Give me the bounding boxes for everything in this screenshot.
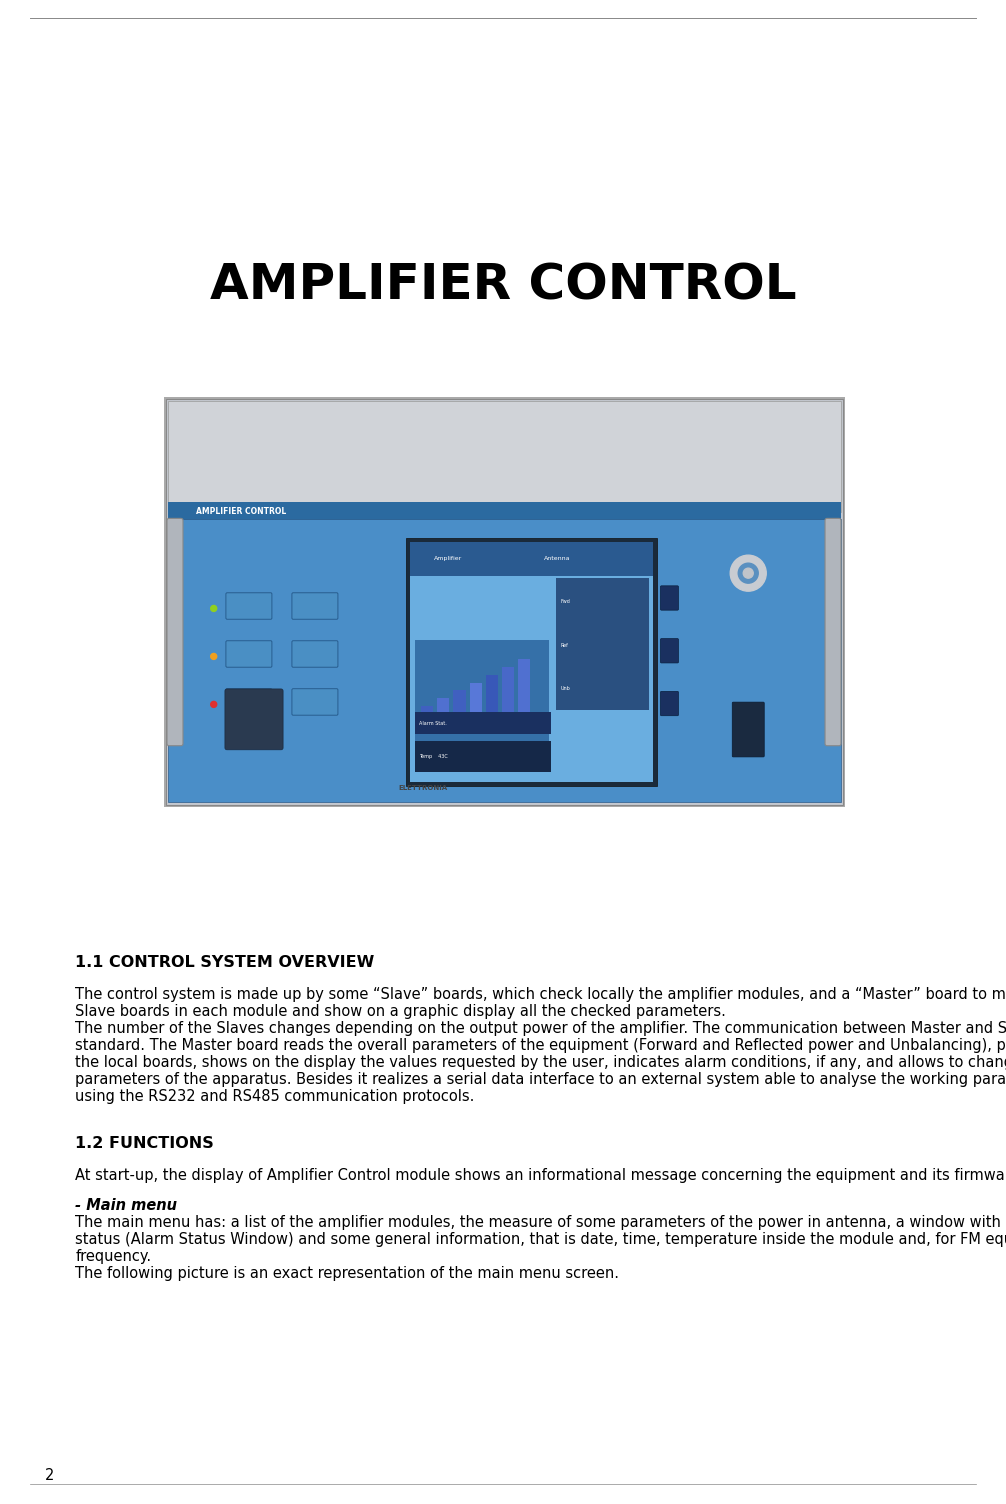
Text: The number of the Slaves changes depending on the output power of the amplifier.: The number of the Slaves changes dependi… bbox=[75, 1021, 1006, 1036]
Text: At start-up, the display of Amplifier Control module shows an informational mess: At start-up, the display of Amplifier Co… bbox=[75, 1169, 1006, 1184]
FancyBboxPatch shape bbox=[226, 641, 272, 668]
Text: The main menu has: a list of the amplifier modules, the measure of some paramete: The main menu has: a list of the amplifi… bbox=[75, 1215, 1006, 1230]
Circle shape bbox=[738, 562, 759, 584]
FancyBboxPatch shape bbox=[409, 541, 654, 782]
Text: Temp    43C: Temp 43C bbox=[420, 754, 449, 760]
FancyBboxPatch shape bbox=[292, 593, 338, 620]
Text: The following picture is an exact representation of the main menu screen.: The following picture is an exact repres… bbox=[75, 1266, 620, 1281]
FancyBboxPatch shape bbox=[661, 587, 678, 611]
Text: The control system is made up by some “Slave” boards, which check locally the am: The control system is made up by some “S… bbox=[75, 987, 1006, 1002]
FancyBboxPatch shape bbox=[661, 692, 678, 716]
FancyBboxPatch shape bbox=[486, 675, 498, 732]
Text: Slave boards in each module and show on a graphic display all the checked parame: Slave boards in each module and show on … bbox=[75, 1005, 726, 1020]
FancyBboxPatch shape bbox=[438, 698, 450, 732]
Text: AMPLIFIER CONTROL: AMPLIFIER CONTROL bbox=[209, 262, 797, 310]
Circle shape bbox=[210, 606, 216, 612]
FancyBboxPatch shape bbox=[226, 689, 272, 714]
Text: frequency.: frequency. bbox=[75, 1248, 152, 1263]
FancyBboxPatch shape bbox=[502, 666, 514, 732]
FancyBboxPatch shape bbox=[225, 689, 283, 750]
Text: 2: 2 bbox=[45, 1468, 54, 1483]
FancyBboxPatch shape bbox=[409, 541, 654, 576]
FancyBboxPatch shape bbox=[292, 641, 338, 668]
Text: 1.2 FUNCTIONS: 1.2 FUNCTIONS bbox=[75, 1136, 214, 1151]
FancyBboxPatch shape bbox=[470, 683, 482, 732]
FancyBboxPatch shape bbox=[405, 538, 658, 787]
Text: status (Alarm Status Window) and some general information, that is date, time, t: status (Alarm Status Window) and some ge… bbox=[75, 1232, 1006, 1247]
FancyBboxPatch shape bbox=[414, 741, 551, 772]
FancyBboxPatch shape bbox=[414, 713, 551, 734]
Circle shape bbox=[743, 569, 753, 578]
Text: Antenna: Antenna bbox=[544, 556, 570, 561]
FancyBboxPatch shape bbox=[556, 578, 649, 710]
Circle shape bbox=[730, 555, 767, 591]
FancyBboxPatch shape bbox=[292, 689, 338, 714]
FancyBboxPatch shape bbox=[414, 641, 548, 772]
Text: parameters of the apparatus. Besides it realizes a serial data interface to an e: parameters of the apparatus. Besides it … bbox=[75, 1072, 1006, 1087]
FancyBboxPatch shape bbox=[518, 659, 530, 732]
FancyBboxPatch shape bbox=[226, 593, 272, 620]
Text: Unb: Unb bbox=[560, 686, 570, 690]
Circle shape bbox=[210, 701, 216, 707]
Text: 1.1 CONTROL SYSTEM OVERVIEW: 1.1 CONTROL SYSTEM OVERVIEW bbox=[75, 955, 374, 970]
FancyBboxPatch shape bbox=[422, 707, 434, 732]
FancyBboxPatch shape bbox=[164, 397, 845, 806]
Text: ELETTRONIA: ELETTRONIA bbox=[398, 785, 448, 791]
Text: using the RS232 and RS485 communication protocols.: using the RS232 and RS485 communication … bbox=[75, 1089, 475, 1104]
Text: standard. The Master board reads the overall parameters of the equipment (Forwar: standard. The Master board reads the ove… bbox=[75, 1038, 1006, 1053]
Text: the local boards, shows on the display the values requested by the user, indicat: the local boards, shows on the display t… bbox=[75, 1056, 1006, 1071]
FancyBboxPatch shape bbox=[168, 519, 841, 802]
Text: Alarm Stat.: Alarm Stat. bbox=[420, 720, 448, 725]
FancyBboxPatch shape bbox=[454, 690, 466, 732]
FancyBboxPatch shape bbox=[732, 702, 765, 757]
Text: - Main menu: - Main menu bbox=[75, 1197, 177, 1212]
Text: AMPLIFIER CONTROL: AMPLIFIER CONTROL bbox=[196, 507, 287, 516]
Text: Amplifier: Amplifier bbox=[435, 556, 463, 561]
FancyBboxPatch shape bbox=[167, 519, 183, 746]
FancyBboxPatch shape bbox=[166, 399, 843, 805]
FancyBboxPatch shape bbox=[661, 639, 678, 663]
Text: Fwd: Fwd bbox=[560, 600, 570, 605]
Text: Ref: Ref bbox=[560, 642, 568, 648]
FancyBboxPatch shape bbox=[825, 519, 841, 746]
Circle shape bbox=[210, 653, 216, 659]
FancyBboxPatch shape bbox=[168, 400, 841, 513]
FancyBboxPatch shape bbox=[168, 502, 841, 520]
